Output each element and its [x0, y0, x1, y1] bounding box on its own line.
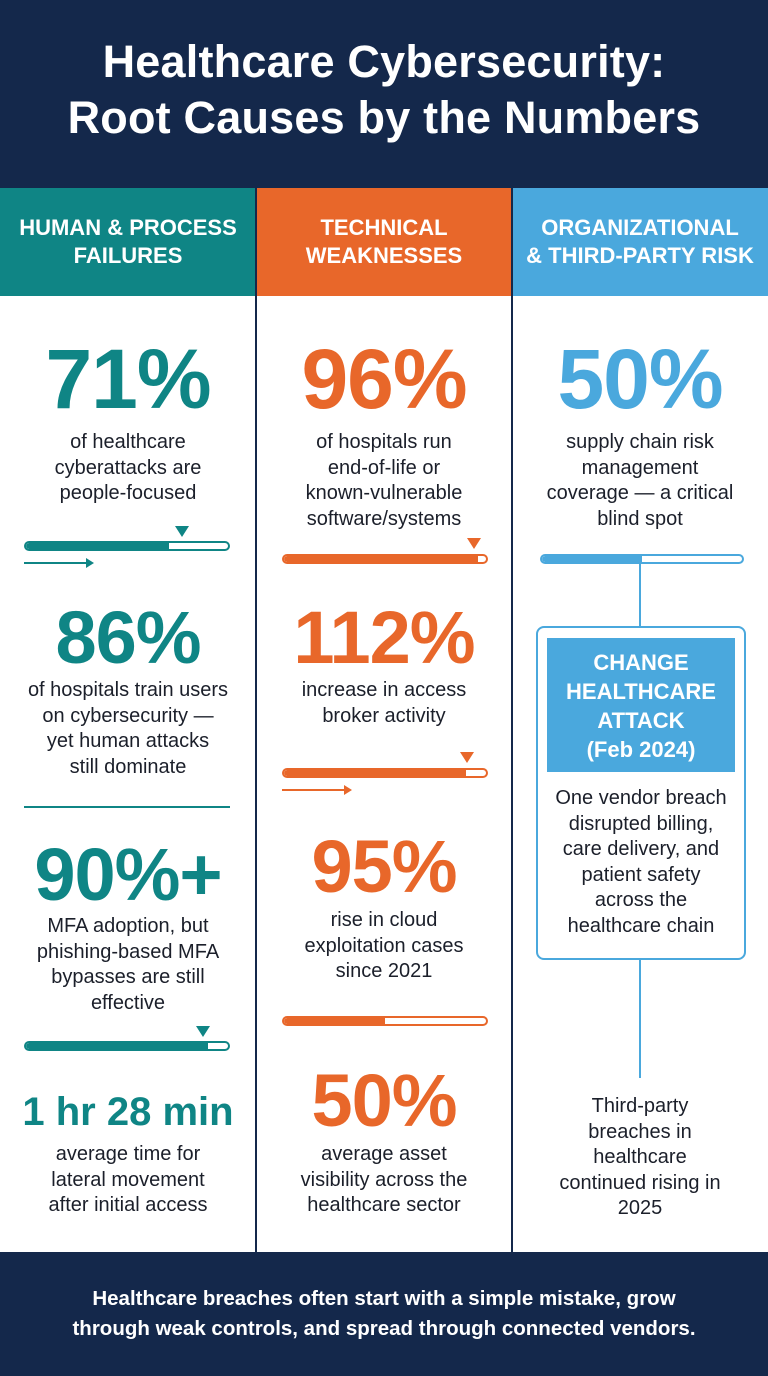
stat-value: 95%	[311, 825, 457, 908]
stat-description: of hospitals train users on cybersecurit…	[27, 679, 229, 778]
note-text: Third-party breaches in healthcare conti…	[559, 1095, 721, 1219]
column-divider	[255, 188, 257, 1252]
callout-description: One vendor breach disrupted billing, car…	[555, 787, 727, 937]
stat-description: MFA adoption, but phishing-based MFA byp…	[36, 915, 220, 1014]
page-title: Healthcare Cybersecurity: Root Causes by…	[67, 36, 701, 143]
column-heading-organizational: ORGANIZATIONAL & THIRD-PARTY RISK	[512, 188, 768, 296]
column-heading-label: HUMAN & PROCESS FAILURES	[19, 215, 237, 268]
progress-bar	[24, 1041, 230, 1051]
stat-cloud-exploitation: 95% rise in cloud exploitation cases sin…	[256, 828, 512, 985]
stat-asset-visibility: 50% average asset visibility across the …	[256, 1062, 512, 1219]
arrow-right-icon	[24, 558, 94, 568]
page-header: Healthcare Cybersecurity: Root Causes by…	[0, 0, 768, 188]
column-heading-technical: TECHNICAL WEAKNESSES	[256, 188, 512, 296]
stat-value: 50%	[311, 1059, 457, 1142]
stat-description: increase in access broker activity	[301, 679, 467, 727]
footer-summary: Healthcare breaches often start with a s…	[0, 1252, 768, 1376]
progress-fill	[26, 543, 170, 549]
arrow-right-icon	[282, 785, 352, 795]
stat-value: 96%	[301, 332, 467, 426]
section-divider	[24, 806, 230, 808]
column-heading-label: TECHNICAL WEAKNESSES	[305, 215, 463, 268]
column-heading-human-process: HUMAN & PROCESS FAILURES	[0, 188, 256, 296]
stat-mfa-adoption: 90%+ MFA adoption, but phishing-based MF…	[0, 836, 256, 1016]
callout-change-healthcare: CHANGE HEALTHCARE ATTACK (Feb 2024) One …	[536, 626, 746, 960]
progress-fill	[284, 556, 478, 562]
stat-value: 90%+	[34, 833, 222, 916]
stat-value: 86%	[55, 596, 201, 679]
marker-triangle-icon	[460, 752, 474, 763]
marker-triangle-icon	[196, 1026, 210, 1037]
stat-supply-chain: 50% supply chain risk management coverag…	[512, 334, 768, 532]
stat-people-focused: 71% of healthcare cyberattacks are peopl…	[0, 334, 256, 507]
callout-heading: CHANGE HEALTHCARE ATTACK (Feb 2024)	[547, 638, 735, 772]
stat-description: supply chain risk management coverage — …	[546, 431, 734, 530]
stat-access-broker: 112% increase in access broker activity	[256, 598, 512, 729]
progress-bar	[540, 554, 744, 564]
column-divider	[511, 188, 513, 1252]
stat-value: 1 hr 28 min	[22, 1090, 234, 1134]
stat-description: of healthcare cyberattacks are people-fo…	[54, 431, 202, 504]
stat-description: of hospitals run end-of-life or known-vu…	[305, 431, 463, 530]
third-party-note: Third-party breaches in healthcare conti…	[512, 1094, 768, 1222]
connector-line	[639, 960, 641, 1078]
connector-line	[639, 564, 641, 626]
stat-description: average time for lateral movement after …	[48, 1143, 208, 1216]
progress-bar	[282, 554, 488, 564]
stat-lateral-movement: 1 hr 28 min average time for lateral mov…	[0, 1088, 256, 1219]
progress-bar	[282, 768, 488, 778]
marker-triangle-icon	[467, 538, 481, 549]
progress-bar	[282, 1016, 488, 1026]
footer-text: Healthcare breaches often start with a s…	[72, 1287, 696, 1340]
progress-fill	[284, 770, 466, 776]
stat-value: 71%	[45, 332, 211, 426]
stat-hospitals-train: 86% of hospitals train users on cybersec…	[0, 598, 256, 780]
stat-description: average asset visibility across the heal…	[300, 1143, 468, 1216]
progress-fill	[26, 1043, 208, 1049]
progress-fill	[284, 1018, 385, 1024]
stat-description: rise in cloud exploitation cases since 2…	[304, 909, 464, 982]
stat-end-of-life-software: 96% of hospitals run end-of-life or know…	[256, 334, 512, 532]
column-heading-label: ORGANIZATIONAL & THIRD-PARTY RISK	[526, 215, 754, 268]
progress-bar	[24, 541, 230, 551]
progress-fill	[542, 556, 642, 562]
stat-value: 112%	[293, 596, 475, 679]
marker-triangle-icon	[175, 526, 189, 537]
stat-value: 50%	[557, 332, 723, 426]
